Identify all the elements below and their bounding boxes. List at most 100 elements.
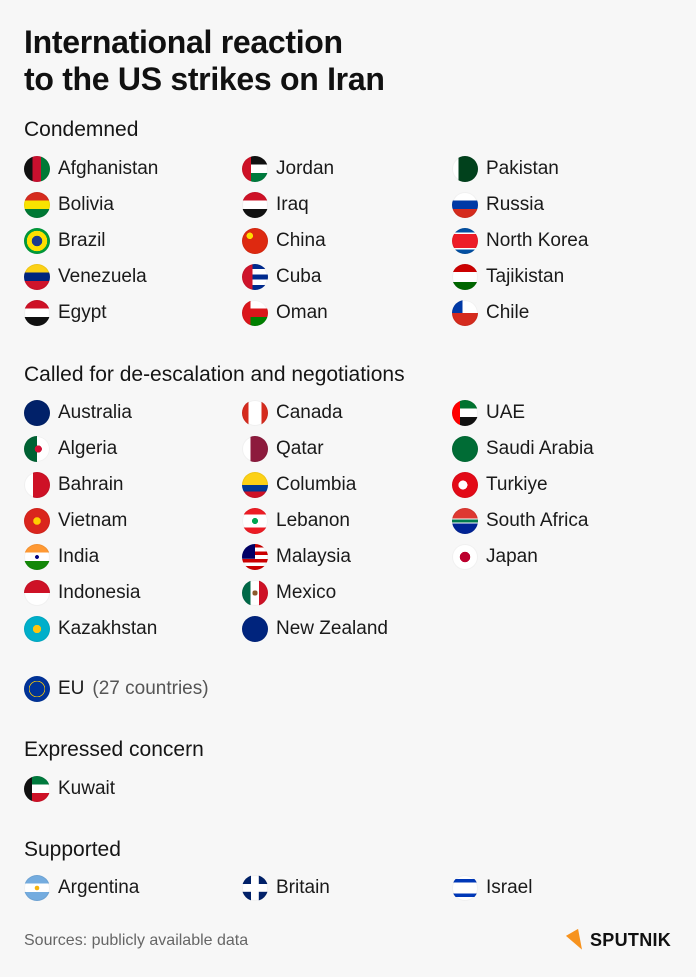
country-name: Argentina — [58, 877, 140, 898]
country-item: Venezuela — [24, 259, 242, 295]
country-name: Pakistan — [486, 158, 559, 179]
country-name: Afghanistan — [58, 158, 159, 179]
country-item: Algeria — [24, 431, 242, 467]
country-item: Britain — [242, 870, 452, 906]
country-item: New Zealand — [242, 611, 452, 647]
country-item: India — [24, 539, 242, 575]
north-korea-flag-icon — [452, 228, 478, 254]
country-item: Turkiye — [452, 467, 684, 503]
sputnik-logo: SPUTNIK — [565, 928, 672, 953]
eu-flag-icon — [24, 676, 50, 702]
new-zealand-flag-icon — [242, 616, 268, 642]
country-item: Bahrain — [24, 467, 242, 503]
country-item: Cuba — [242, 259, 452, 295]
country-item: Brazil — [24, 223, 242, 259]
country-name: Qatar — [276, 438, 324, 459]
country-name: China — [276, 230, 326, 251]
country-item: Pakistan — [452, 151, 684, 187]
algeria-flag-icon — [24, 436, 50, 462]
russia-flag-icon — [452, 192, 478, 218]
country-item: Mexico — [242, 575, 452, 611]
mexico-flag-icon — [242, 580, 268, 606]
country-name: Oman — [276, 302, 328, 323]
india-flag-icon — [24, 544, 50, 570]
chile-flag-icon — [452, 300, 478, 326]
eu-entry: EU (27 countries) — [24, 671, 684, 707]
jordan-flag-icon — [242, 156, 268, 182]
country-name: Bahrain — [58, 474, 124, 495]
uae-flag-icon — [452, 400, 478, 426]
country-name: Mexico — [276, 582, 337, 603]
country-item: Japan — [452, 539, 684, 575]
section-heading: Supported — [24, 838, 121, 861]
title-line-2: to the US strikes on Iran — [24, 61, 385, 97]
logo-text: SPUTNIK — [590, 930, 672, 950]
canada-flag-icon — [242, 400, 268, 426]
country-item: Bolivia — [24, 187, 242, 223]
member-count-note: (27 countries) — [92, 678, 209, 699]
country-name: Japan — [486, 546, 538, 567]
kuwait-flag-icon — [24, 776, 50, 802]
country-name: Indonesia — [58, 582, 141, 603]
country-item: Chile — [452, 295, 684, 331]
country-item: Australia — [24, 395, 242, 431]
country-item: Canada — [242, 395, 452, 431]
indonesia-flag-icon — [24, 580, 50, 606]
country-name: Saudi Arabia — [486, 438, 594, 459]
country-name: Jordan — [276, 158, 335, 179]
country-item: Columbia — [242, 467, 452, 503]
country-name: Kazakhstan — [58, 618, 158, 639]
country-name: India — [58, 546, 100, 567]
country-item: North Korea — [452, 223, 684, 259]
country-name: Vietnam — [58, 510, 128, 531]
section-heading: Expressed concern — [24, 738, 204, 761]
bolivia-flag-icon — [24, 192, 50, 218]
britain-flag-icon — [242, 875, 268, 901]
country-name: North Korea — [486, 230, 589, 251]
lebanon-flag-icon — [242, 508, 268, 534]
china-flag-icon — [242, 228, 268, 254]
country-item: Afghanistan — [24, 151, 242, 187]
country-item: South Africa — [452, 503, 684, 539]
country-name: Australia — [58, 402, 132, 423]
bahrain-flag-icon — [24, 472, 50, 498]
egypt-flag-icon — [24, 300, 50, 326]
page-title: International reaction to the US strikes… — [24, 24, 385, 98]
country-list: Kuwait — [24, 771, 684, 807]
country-item: Qatar — [242, 431, 452, 467]
country-name: Britain — [276, 877, 330, 898]
brazil-flag-icon — [24, 228, 50, 254]
venezuela-flag-icon — [24, 264, 50, 290]
section-heading: Called for de-escalation and negotiation… — [24, 363, 405, 386]
country-item: UAE — [452, 395, 684, 431]
country-name: Cuba — [276, 266, 322, 287]
country-name: Canada — [276, 402, 343, 423]
country-name: Russia — [486, 194, 545, 215]
country-name: EU — [58, 678, 85, 699]
country-name: Columbia — [276, 474, 357, 495]
country-item: Iraq — [242, 187, 452, 223]
oman-flag-icon — [242, 300, 268, 326]
saudi-arabia-flag-icon — [452, 436, 478, 462]
country-item: Indonesia — [24, 575, 242, 611]
sources-note: Sources: publicly available data — [24, 932, 249, 949]
australia-flag-icon — [24, 400, 50, 426]
country-item: Tajikistan — [452, 259, 684, 295]
country-item: China — [242, 223, 452, 259]
country-item: Kazakhstan — [24, 611, 242, 647]
country-list: Australia Algeria Bahrain Vietnam India Indon… — [24, 395, 684, 647]
country-item: EU (27 countries) — [24, 671, 242, 707]
south-africa-flag-icon — [452, 508, 478, 534]
country-item: Jordan — [242, 151, 452, 187]
colombia-flag-icon — [242, 472, 268, 498]
country-name: Algeria — [58, 438, 118, 459]
country-list: Afghanistan Bolivia Brazil Venezuela Egypt Jo… — [24, 151, 684, 331]
country-name: New Zealand — [276, 618, 388, 639]
country-name: Turkiye — [486, 474, 548, 495]
japan-flag-icon — [452, 544, 478, 570]
malaysia-flag-icon — [242, 544, 268, 570]
section-heading: Condemned — [24, 118, 139, 141]
vietnam-flag-icon — [24, 508, 50, 534]
country-name: Malaysia — [276, 546, 351, 567]
sputnik-logo-icon — [565, 928, 589, 953]
